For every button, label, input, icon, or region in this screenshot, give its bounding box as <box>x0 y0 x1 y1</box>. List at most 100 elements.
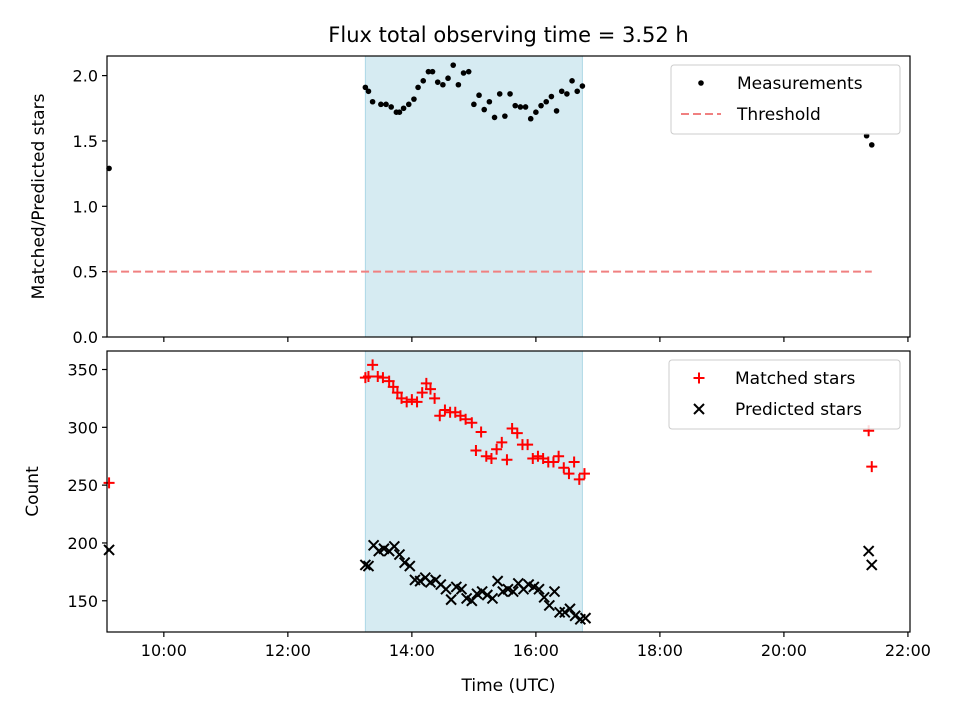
predicted-star-point <box>103 544 115 556</box>
measurement-point <box>465 68 472 75</box>
x-tick-label: 16:00 <box>513 641 559 660</box>
predicted-star-point <box>569 610 581 622</box>
predicted-star-point <box>579 612 592 624</box>
measurement-point <box>388 104 395 110</box>
predicted-star-point <box>559 606 571 619</box>
matched-star-point <box>424 383 436 395</box>
measurement-point <box>569 78 575 84</box>
predicted-star-point <box>404 560 416 572</box>
predicted-star-point <box>543 599 556 612</box>
measurement-point <box>527 115 534 122</box>
matched-star-point <box>372 370 384 382</box>
predicted-star-point <box>393 548 406 561</box>
measurement-point <box>507 91 513 97</box>
predicted-star-point <box>414 575 426 587</box>
measurement-point <box>564 91 570 97</box>
x-tick-label: 20:00 <box>761 641 807 660</box>
measurement-point <box>369 98 376 105</box>
matched-star-point <box>568 456 580 468</box>
predicted-star-point <box>862 545 875 557</box>
predicted-star-point <box>455 583 468 595</box>
matched-star-point <box>527 453 539 465</box>
matched-star-point <box>573 473 585 485</box>
legend-dot-marker <box>698 80 704 86</box>
matched-star-point <box>553 450 565 462</box>
y-tick-label: 150 <box>67 592 98 611</box>
y-tick-label: 250 <box>67 476 98 495</box>
legend-entry-label: Predicted stars <box>735 400 862 420</box>
matched-star-point <box>362 370 374 382</box>
y-tick-label: 1.0 <box>73 197 98 216</box>
y-tick-label: 0.5 <box>73 263 98 282</box>
measurement-point <box>405 101 412 108</box>
measurement-point <box>512 102 519 109</box>
matched-star-point <box>866 461 878 473</box>
y-tick-label: 1.5 <box>73 132 98 151</box>
predicted-star-point <box>362 560 375 572</box>
matched-star-point <box>460 413 472 425</box>
measurement-point <box>533 109 539 115</box>
predicted-star-point <box>481 589 494 601</box>
predicted-star-point <box>486 592 499 605</box>
matched-star-point <box>391 387 403 399</box>
predicted-star-point <box>564 603 576 615</box>
measurement-point <box>425 68 432 75</box>
measurement-point <box>517 104 524 110</box>
x-tick-label: 18:00 <box>637 641 683 660</box>
predicted-star-point <box>445 593 457 606</box>
measurement-point <box>476 92 482 99</box>
legend-box <box>668 359 901 430</box>
measurement-point <box>538 102 544 109</box>
measurement-point <box>460 70 467 76</box>
matched-star-point <box>511 427 523 439</box>
measurement-point <box>579 83 586 89</box>
predicted-star-point <box>476 585 488 598</box>
measurement-point <box>429 68 436 75</box>
measurement-point <box>868 142 875 148</box>
measurement-point <box>491 114 498 121</box>
matched-star-point <box>470 444 482 456</box>
count-y-axis-label: Count <box>23 466 43 517</box>
matched-star-point <box>420 377 432 389</box>
measurement-point <box>400 105 407 112</box>
matched-star-point <box>103 477 115 489</box>
ratio-y-axis-label: Matched/Predicted stars <box>29 93 49 299</box>
matched-star-point <box>501 454 513 466</box>
chart-title: Flux total observing time = 3.52 h <box>328 23 688 47</box>
matched-star-point <box>367 359 379 371</box>
counts-panel: Count Time (UTC) 150 200 250 300 350 10:00 12:… <box>23 350 931 696</box>
measurement-point <box>434 79 441 85</box>
x-tick-label: 10:00 <box>141 641 187 660</box>
matched-star-point <box>406 394 418 406</box>
ratio-panel: Flux total observing time = 3.52 h Match… <box>29 23 911 347</box>
y-tick-label: 0.0 <box>73 328 98 347</box>
predicted-star-point <box>507 585 519 598</box>
predicted-star-point <box>440 583 452 595</box>
matched-star-point <box>434 410 446 422</box>
predicted-star-point <box>466 595 478 607</box>
measurement-point <box>553 108 560 114</box>
matched-star-point <box>485 453 497 465</box>
matched-star-point <box>383 375 395 387</box>
predicted-star-point <box>553 606 566 619</box>
matched-star-point <box>578 468 590 480</box>
measurement-point <box>106 165 112 172</box>
matched-star-point <box>475 426 487 438</box>
measurement-point <box>471 101 477 108</box>
measurement-point <box>558 88 565 95</box>
matched-star-point <box>377 372 389 384</box>
matched-star-point <box>429 392 441 404</box>
legend-entry-label: Threshold <box>736 105 821 125</box>
matched-star-point <box>466 417 478 429</box>
predicted-star-point <box>398 556 411 569</box>
matched-star-point <box>480 450 492 462</box>
measurement-point <box>502 113 508 119</box>
axes-frame <box>106 350 911 633</box>
matched-star-point <box>387 381 399 393</box>
measurement-point <box>383 101 389 108</box>
matched-star-point <box>439 404 451 416</box>
predicted-star-point <box>548 585 561 598</box>
measurement-point <box>440 81 446 88</box>
measurement-point <box>450 62 457 68</box>
